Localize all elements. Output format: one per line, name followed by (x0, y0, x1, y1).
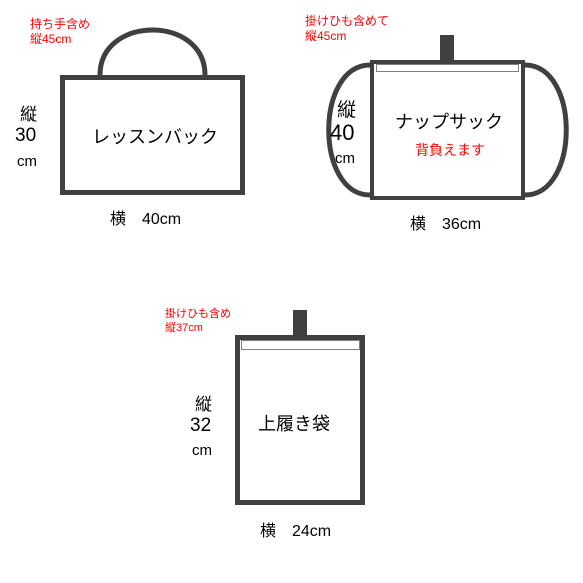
bag2-name: ナップサック (395, 108, 503, 134)
bag3-h: 横 24cm (260, 517, 331, 541)
bag2-v3: cm (335, 150, 355, 167)
bag1-h: 横 40cm (110, 205, 181, 229)
bag3-v3: cm (192, 442, 212, 459)
bag1-note2: 縦45cm (30, 30, 71, 47)
bag3-note2: 縦37cm (165, 319, 203, 335)
bag2-subnote: 背負えます (415, 140, 485, 160)
diagram-container: 持ち手含め 縦45cm レッスンバック 縦 30 cm 横 40cm 掛けひも含… (0, 0, 583, 583)
bag1-v2: 30 (15, 125, 36, 147)
bag2-h: 横 36cm (410, 210, 481, 234)
bag3-tab (293, 310, 307, 335)
bag1-v3: cm (17, 153, 37, 170)
bag3-v2: 32 (190, 415, 211, 437)
bag3-v1: 縦 (195, 390, 212, 415)
bag2-inner (376, 64, 519, 72)
bag1-v1: 縦 (20, 100, 37, 125)
bag2-note2: 縦45cm (305, 27, 346, 44)
bag2-v2: 40 (330, 120, 354, 146)
bag2-v1: 縦 (337, 95, 356, 122)
bag2-tab (440, 35, 454, 60)
bag3-inner (241, 340, 360, 350)
bag2-right-strap (525, 65, 566, 195)
bag1-handle (100, 30, 205, 75)
bag1-name: レッスンバック (92, 123, 218, 149)
bag3-name: 上履き袋 (258, 410, 330, 436)
